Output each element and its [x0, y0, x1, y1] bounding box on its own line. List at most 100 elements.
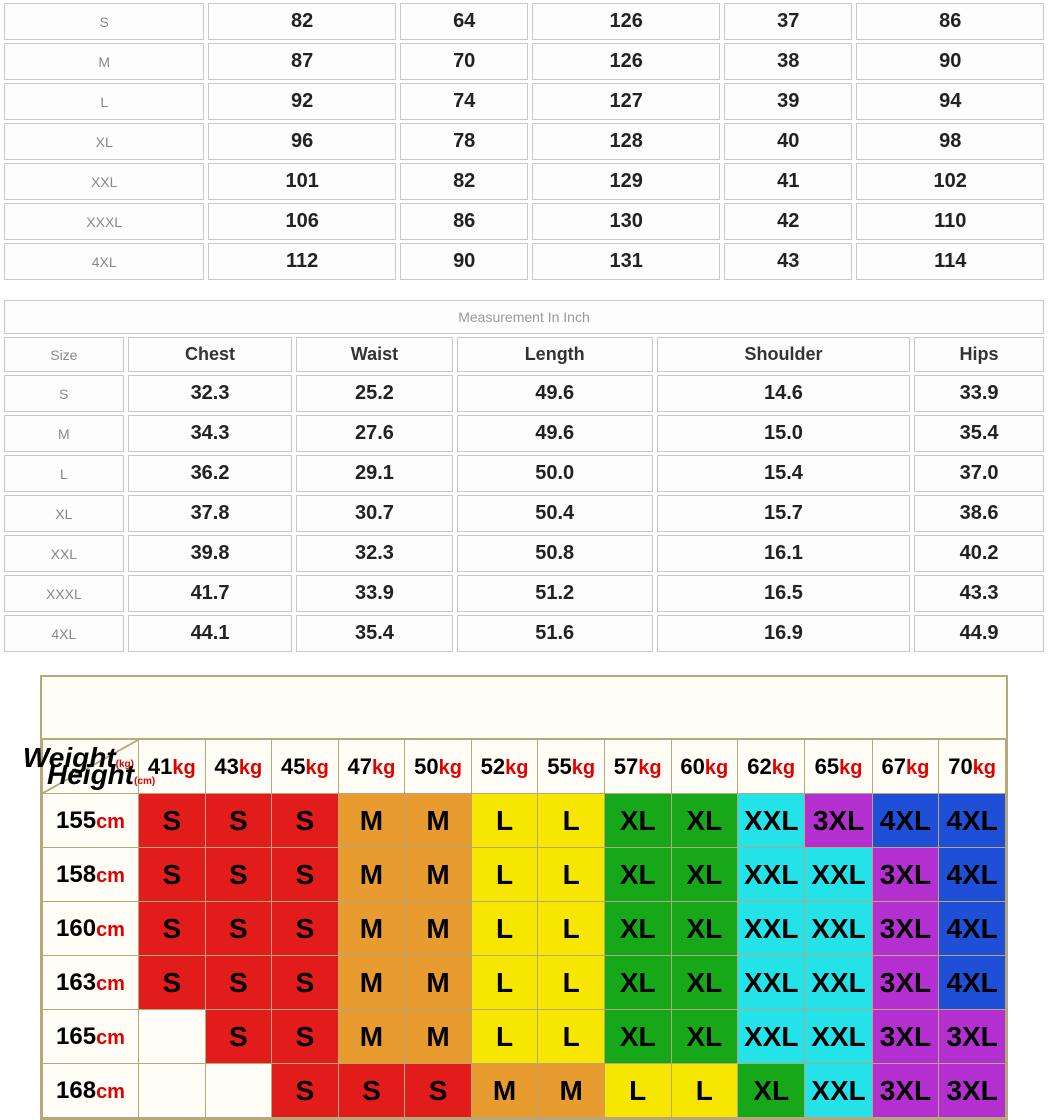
table-row: XXXL1068613042110 — [4, 203, 1044, 240]
size-cell: M — [338, 1010, 405, 1064]
cell-value: 50.4 — [457, 495, 653, 532]
weight-header: 55kg — [538, 740, 605, 794]
cell-value: 33.9 — [914, 375, 1044, 412]
table-row: L36.229.150.015.437.0 — [4, 455, 1044, 492]
cell-value: 33.9 — [296, 575, 452, 612]
size-cell: S — [272, 1064, 339, 1118]
cell-value: 102 — [856, 163, 1044, 200]
size-cell: L — [671, 1064, 738, 1118]
size-cell: S — [205, 902, 272, 956]
cell-value: 43.3 — [914, 575, 1044, 612]
height-label: 158cm — [43, 848, 139, 902]
weight-header: 45kg — [272, 740, 339, 794]
size-cell: XL — [671, 902, 738, 956]
cell-value: 29.1 — [296, 455, 452, 492]
cell-value: 90 — [400, 243, 529, 280]
size-cell: 3XL — [872, 1064, 939, 1118]
size-label: S — [4, 375, 124, 412]
weight-header: 52kg — [471, 740, 538, 794]
grid-row: 155cmSSSMMLLXLXLXXL3XL4XL4XL — [43, 794, 1006, 848]
size-cell: S — [272, 848, 339, 902]
col-header: Shoulder — [657, 337, 910, 372]
weight-header: 62kg — [738, 740, 805, 794]
col-header: Size — [4, 337, 124, 372]
table-row: 4XL44.135.451.616.944.9 — [4, 615, 1044, 652]
size-cell: XL — [671, 794, 738, 848]
size-cell: S — [139, 956, 206, 1010]
cell-value: 39.8 — [128, 535, 293, 572]
cell-value: 42 — [724, 203, 853, 240]
cell-value: 36.2 — [128, 455, 293, 492]
col-header: Chest — [128, 337, 293, 372]
size-cell: M — [538, 1064, 605, 1118]
cell-value: 86 — [856, 3, 1044, 40]
cell-value: 82 — [400, 163, 529, 200]
cell-value: 50.8 — [457, 535, 653, 572]
size-cell: M — [338, 794, 405, 848]
cell-value: 35.4 — [914, 415, 1044, 452]
cell-value: 41.7 — [128, 575, 293, 612]
cell-value: 51.6 — [457, 615, 653, 652]
size-cell: L — [471, 902, 538, 956]
size-cell: L — [538, 848, 605, 902]
size-cell: XXL — [805, 848, 872, 902]
cell-value: 32.3 — [128, 375, 293, 412]
size-cell: M — [338, 956, 405, 1010]
cell-value: 130 — [532, 203, 720, 240]
table-row: 4XL1129013143114 — [4, 243, 1044, 280]
size-cell: M — [405, 848, 472, 902]
cell-value: 34.3 — [128, 415, 293, 452]
size-cell: 3XL — [872, 1010, 939, 1064]
size-recommendation-grid: Weight(kg)Height(cm)41kg43kg45kg47kg50kg… — [40, 675, 1008, 1120]
cell-value: 50.0 — [457, 455, 653, 492]
size-cell: M — [405, 956, 472, 1010]
cell-value: 37.8 — [128, 495, 293, 532]
cell-value: 78 — [400, 123, 529, 160]
cell-value: 129 — [532, 163, 720, 200]
cell-value: 82 — [208, 3, 396, 40]
size-cell: M — [405, 902, 472, 956]
cell-value: 14.6 — [657, 375, 910, 412]
size-label: L — [4, 455, 124, 492]
table-row: S32.325.249.614.633.9 — [4, 375, 1044, 412]
grid-row: 163cmSSSMMLLXLXLXXLXXL3XL4XL — [43, 956, 1006, 1010]
size-cell: S — [338, 1064, 405, 1118]
cell-value: 106 — [208, 203, 396, 240]
size-cell: XL — [738, 1064, 805, 1118]
cell-value: 128 — [532, 123, 720, 160]
grid-table: Weight(kg)Height(cm)41kg43kg45kg47kg50kg… — [42, 739, 1006, 1118]
size-cell: 4XL — [939, 794, 1006, 848]
cell-value: 101 — [208, 163, 396, 200]
cell-value: 15.7 — [657, 495, 910, 532]
size-label: M — [4, 43, 204, 80]
size-cell: M — [405, 1010, 472, 1064]
size-cell: XXL — [738, 956, 805, 1010]
grid-row: 160cmSSSMMLLXLXLXXLXXL3XL4XL — [43, 902, 1006, 956]
col-header: Waist — [296, 337, 452, 372]
table-row: L92741273994 — [4, 83, 1044, 120]
size-cell: XL — [604, 956, 671, 1010]
size-cell: S — [139, 848, 206, 902]
cell-value: 98 — [856, 123, 1044, 160]
size-cell: XXL — [738, 848, 805, 902]
size-cell: XXL — [805, 902, 872, 956]
size-cell: L — [538, 956, 605, 1010]
size-cell: XXL — [738, 794, 805, 848]
size-cell: 4XL — [939, 902, 1006, 956]
grid-row: 168cmSSSMMLLXLXXL3XL3XL — [43, 1064, 1006, 1118]
grid-row: 165cmSSMMLLXLXLXXLXXL3XL3XL — [43, 1010, 1006, 1064]
weight-header: 70kg — [939, 740, 1006, 794]
size-cell — [139, 1010, 206, 1064]
size-label: 4XL — [4, 243, 204, 280]
grid-corner: Weight(kg)Height(cm) — [43, 740, 139, 794]
col-header: Length — [457, 337, 653, 372]
size-cell: XL — [604, 902, 671, 956]
size-cell: S — [205, 794, 272, 848]
cell-value: 110 — [856, 203, 1044, 240]
cell-value: 44.9 — [914, 615, 1044, 652]
size-cell: L — [538, 902, 605, 956]
weight-header: 47kg — [338, 740, 405, 794]
size-cell: L — [471, 956, 538, 1010]
cell-value: 87 — [208, 43, 396, 80]
cell-value: 25.2 — [296, 375, 452, 412]
